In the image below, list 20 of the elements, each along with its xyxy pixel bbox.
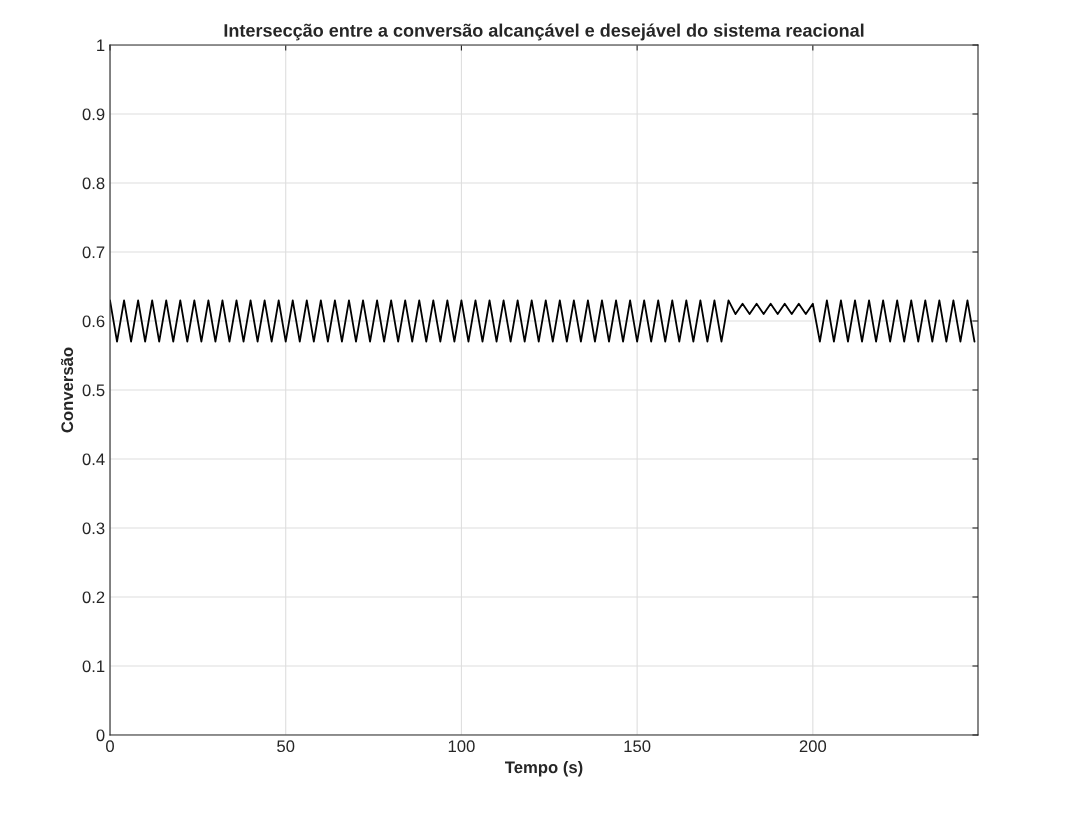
x-tick-label: 150: [624, 740, 651, 753]
x-tick-label: 50: [277, 740, 295, 753]
y-tick-label: 0.5: [82, 384, 105, 397]
x-tick-label: 0: [106, 740, 114, 753]
line-series: [110, 299, 976, 343]
chart-title: Intersecção entre a conversão alcançável e desejável do sistema reacional: [224, 23, 864, 41]
x-tick-label: 200: [799, 740, 827, 753]
x-axis-title: Tempo (s): [504, 760, 583, 777]
y-tick-label: 0.2: [82, 591, 105, 604]
y-tick-label: 0: [96, 729, 105, 742]
y-tick-label: 0.1: [82, 660, 105, 673]
y-tick-label: 0.3: [82, 522, 105, 535]
y-tick-label: 0.7: [82, 246, 105, 259]
y-tick-label: 0.8: [82, 177, 105, 190]
y-tick-label: 0.6: [82, 315, 105, 328]
y-tick-label: 0.4: [82, 453, 105, 466]
y-tick-label: 0.9: [82, 108, 105, 121]
y-axis-title: Conversão: [60, 347, 74, 433]
x-tick-label: 100: [448, 740, 475, 753]
y-tick-label: 1: [97, 39, 105, 52]
